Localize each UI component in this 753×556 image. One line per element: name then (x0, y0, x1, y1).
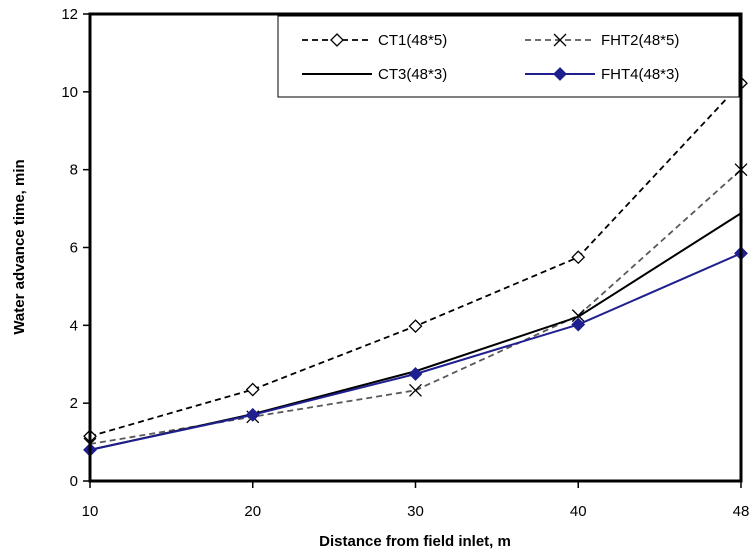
series-line (89, 82, 742, 438)
legend: CT1(48*5) FHT2(48*5) CT3(48*3) FHT4(48*3) (277, 15, 740, 98)
legend-marker (553, 33, 567, 47)
legend-label: FHT2(48*5) (601, 32, 679, 49)
series-line (89, 252, 742, 451)
x-tick-label: 48 (733, 503, 750, 520)
x-tick-label: 20 (244, 503, 261, 520)
series-2 (83, 163, 748, 451)
series-line (89, 168, 742, 445)
legend-marker (553, 67, 567, 81)
y-tick-label: 12 (61, 6, 78, 23)
x-tick-label: 30 (407, 503, 424, 520)
y-tick-label: 6 (70, 240, 78, 257)
y-tick-label: 2 (70, 395, 78, 412)
legend-label: FHT4(48*3) (601, 66, 679, 83)
y-tick-label: 10 (61, 84, 78, 101)
plot-area-frame (88, 12, 743, 483)
legend-label: CT3(48*3) (378, 66, 447, 83)
data-point (571, 250, 586, 265)
series-1 (83, 76, 748, 444)
legend-box (277, 15, 740, 98)
legend-entry: CT3(48*3) (302, 66, 447, 83)
data-point (245, 382, 260, 397)
y-tick-label: 0 (70, 473, 78, 490)
legend-entry: FHT4(48*3) (525, 66, 679, 83)
legend-label: CT1(48*5) (378, 32, 447, 49)
legend-marker (330, 33, 344, 47)
data-point (408, 319, 423, 334)
legend-entry: CT1(48*5) (302, 32, 447, 49)
x-axis-title: Distance from field inlet, m (319, 533, 511, 550)
series-4 (83, 246, 748, 457)
x-axis-ticks: 10 20 30 40 48 (82, 481, 750, 520)
data-point (409, 383, 422, 397)
series-layer (83, 76, 748, 457)
y-axis-ticks: 0 2 4 6 8 10 12 (61, 6, 90, 490)
data-point (245, 407, 260, 422)
legend-entry: FHT2(48*5) (525, 32, 679, 49)
x-tick-label: 10 (82, 503, 99, 520)
y-tick-label: 8 (70, 162, 78, 179)
x-tick-label: 40 (570, 503, 587, 520)
data-point (408, 367, 423, 381)
y-axis-title: Water advance time, min (11, 159, 28, 334)
y-tick-label: 4 (70, 317, 78, 334)
data-point (571, 317, 586, 332)
